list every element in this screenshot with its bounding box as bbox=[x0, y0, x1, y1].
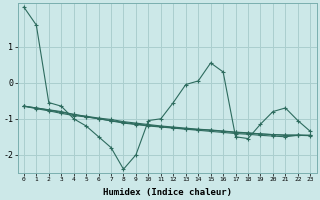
X-axis label: Humidex (Indice chaleur): Humidex (Indice chaleur) bbox=[103, 188, 232, 197]
